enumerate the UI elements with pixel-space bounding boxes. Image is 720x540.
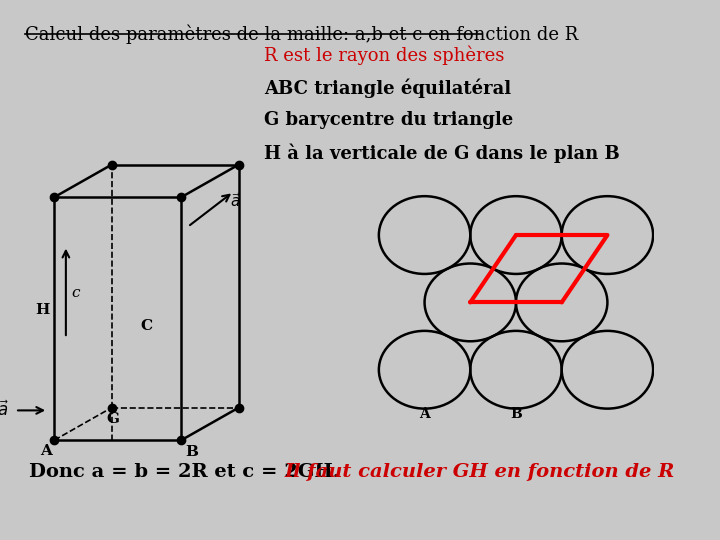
Text: B: B (510, 407, 522, 421)
Text: ABC triangle équilatéral: ABC triangle équilatéral (264, 78, 511, 98)
Text: H à la verticale de G dans le plan B: H à la verticale de G dans le plan B (264, 143, 620, 163)
Text: A: A (419, 407, 430, 421)
Text: Calcul des paramètres de la maille: a,b et c en fonction de R: Calcul des paramètres de la maille: a,b … (24, 24, 578, 44)
Text: Donc a = b = 2R et c = 2GH.: Donc a = b = 2R et c = 2GH. (29, 463, 346, 481)
Text: G: G (107, 412, 120, 426)
Text: c: c (71, 286, 79, 300)
Text: C: C (140, 319, 152, 333)
Text: A: A (40, 444, 53, 458)
Text: B: B (185, 446, 198, 460)
Text: G barycentre du triangle: G barycentre du triangle (264, 111, 513, 129)
Text: R est le rayon des sphères: R est le rayon des sphères (264, 46, 504, 65)
Text: Il faut calculer GH en fonction de R: Il faut calculer GH en fonction de R (285, 463, 675, 481)
Text: H: H (35, 303, 50, 317)
Text: $\vec{a}$: $\vec{a}$ (230, 192, 241, 210)
Text: $\vec{a}$: $\vec{a}$ (0, 400, 9, 420)
